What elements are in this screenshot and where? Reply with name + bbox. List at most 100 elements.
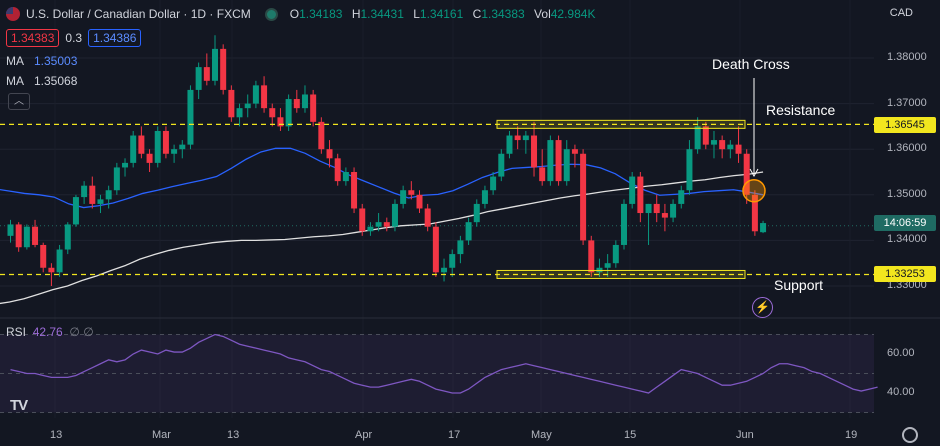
candle: [539, 149, 546, 186]
support-price-tag: 1.33253: [874, 266, 936, 282]
candle: [490, 172, 497, 195]
time-tick-label: 17: [448, 429, 461, 441]
candle: [400, 185, 407, 209]
ma-fast-legend[interactable]: MA 1.35003: [6, 54, 78, 68]
spread-value: 0.3: [65, 31, 83, 45]
candle-body: [236, 108, 243, 118]
lightning-icon[interactable]: ⚡: [752, 297, 773, 318]
candle: [481, 185, 488, 209]
candle: [40, 242, 47, 273]
candle: [441, 258, 448, 282]
candle-body: [424, 208, 431, 227]
candle: [154, 126, 161, 168]
candle-body: [187, 89, 194, 145]
candle: [694, 117, 701, 154]
candle-body: [580, 153, 587, 241]
sell-button[interactable]: 1.34383: [6, 29, 60, 47]
candle-body: [277, 117, 284, 127]
buy-button[interactable]: 1.34386: [88, 29, 142, 47]
candle-body: [359, 208, 366, 232]
candle: [318, 117, 325, 154]
candle: [416, 190, 423, 214]
candle-body: [89, 185, 96, 204]
candle: [678, 185, 685, 209]
gear-icon[interactable]: [902, 427, 918, 443]
rsi-legend[interactable]: RSI 42.76 ∅ ∅: [6, 325, 94, 339]
candle: [555, 135, 562, 186]
symbol-header[interactable]: U.S. Dollar / Canadian Dollar · 1D · FXC…: [6, 7, 601, 21]
candle: [277, 108, 284, 131]
candle: [637, 172, 644, 223]
candle-body: [342, 172, 349, 182]
time-tick-label: Jun: [736, 429, 754, 441]
collapse-legend-button[interactable]: ︿: [8, 93, 30, 110]
candle-body: [334, 158, 341, 182]
candle-body: [571, 149, 578, 154]
candle-body: [449, 254, 456, 268]
candle-body: [653, 203, 660, 214]
candle-body: [408, 190, 415, 195]
candle: [670, 199, 677, 223]
candle: [122, 158, 129, 177]
candle-body: [555, 140, 562, 182]
candle: [220, 44, 227, 95]
usd-flag-icon: [6, 7, 20, 21]
candle: [179, 140, 186, 159]
candle-body: [97, 199, 104, 204]
candle: [334, 153, 341, 186]
candle-body: [432, 226, 439, 273]
candle-body: [498, 153, 505, 177]
candle: [531, 121, 538, 177]
candle: [105, 185, 112, 209]
candle: [23, 224, 30, 250]
candle: [171, 144, 178, 163]
candle-body: [56, 249, 63, 273]
candle-body: [686, 149, 693, 191]
candle: [563, 140, 570, 186]
candle: [48, 263, 55, 286]
candle-body: [588, 240, 595, 273]
support-zone-box: [496, 269, 746, 279]
candle: [408, 181, 415, 200]
candle-body: [539, 167, 546, 182]
candle: [89, 176, 96, 209]
candle-body: [162, 130, 169, 154]
candle: [293, 89, 300, 113]
candle-body: [522, 135, 529, 141]
candle-body: [645, 203, 652, 214]
candle: [15, 222, 22, 252]
candle-body: [727, 144, 734, 150]
candle-body: [670, 203, 677, 218]
market-open-icon: [264, 7, 278, 21]
candle-body: [506, 135, 513, 154]
time-tick-label: 15: [624, 429, 637, 441]
rsi-tick-label: 60.00: [887, 347, 915, 359]
candle-body: [367, 226, 374, 232]
ma-slow-legend[interactable]: MA 1.35068: [6, 74, 78, 88]
resistance-price-tag: 1.36545: [874, 117, 936, 133]
candle-body: [490, 176, 497, 191]
candle: [359, 203, 366, 236]
candle-body: [702, 126, 709, 145]
candle-body: [171, 149, 178, 154]
time-tick-label: May: [531, 429, 552, 441]
symbol-title: U.S. Dollar / Canadian Dollar · 1D · FXC…: [26, 7, 251, 21]
candle: [342, 167, 349, 186]
candle-body: [604, 263, 611, 268]
candle-body: [195, 67, 202, 90]
candle: [367, 222, 374, 236]
candle: [391, 199, 398, 232]
candle-body: [40, 244, 47, 268]
candle: [269, 103, 276, 127]
candle: [686, 140, 693, 195]
candle-body: [735, 144, 742, 154]
candle: [236, 103, 243, 127]
support-label: Support: [774, 277, 824, 293]
candle-body: [293, 99, 300, 109]
price-tick-label: 1.35000: [887, 187, 927, 200]
candle-body: [7, 224, 14, 236]
candle: [195, 62, 202, 100]
candle: [32, 219, 39, 248]
candle: [301, 85, 308, 113]
